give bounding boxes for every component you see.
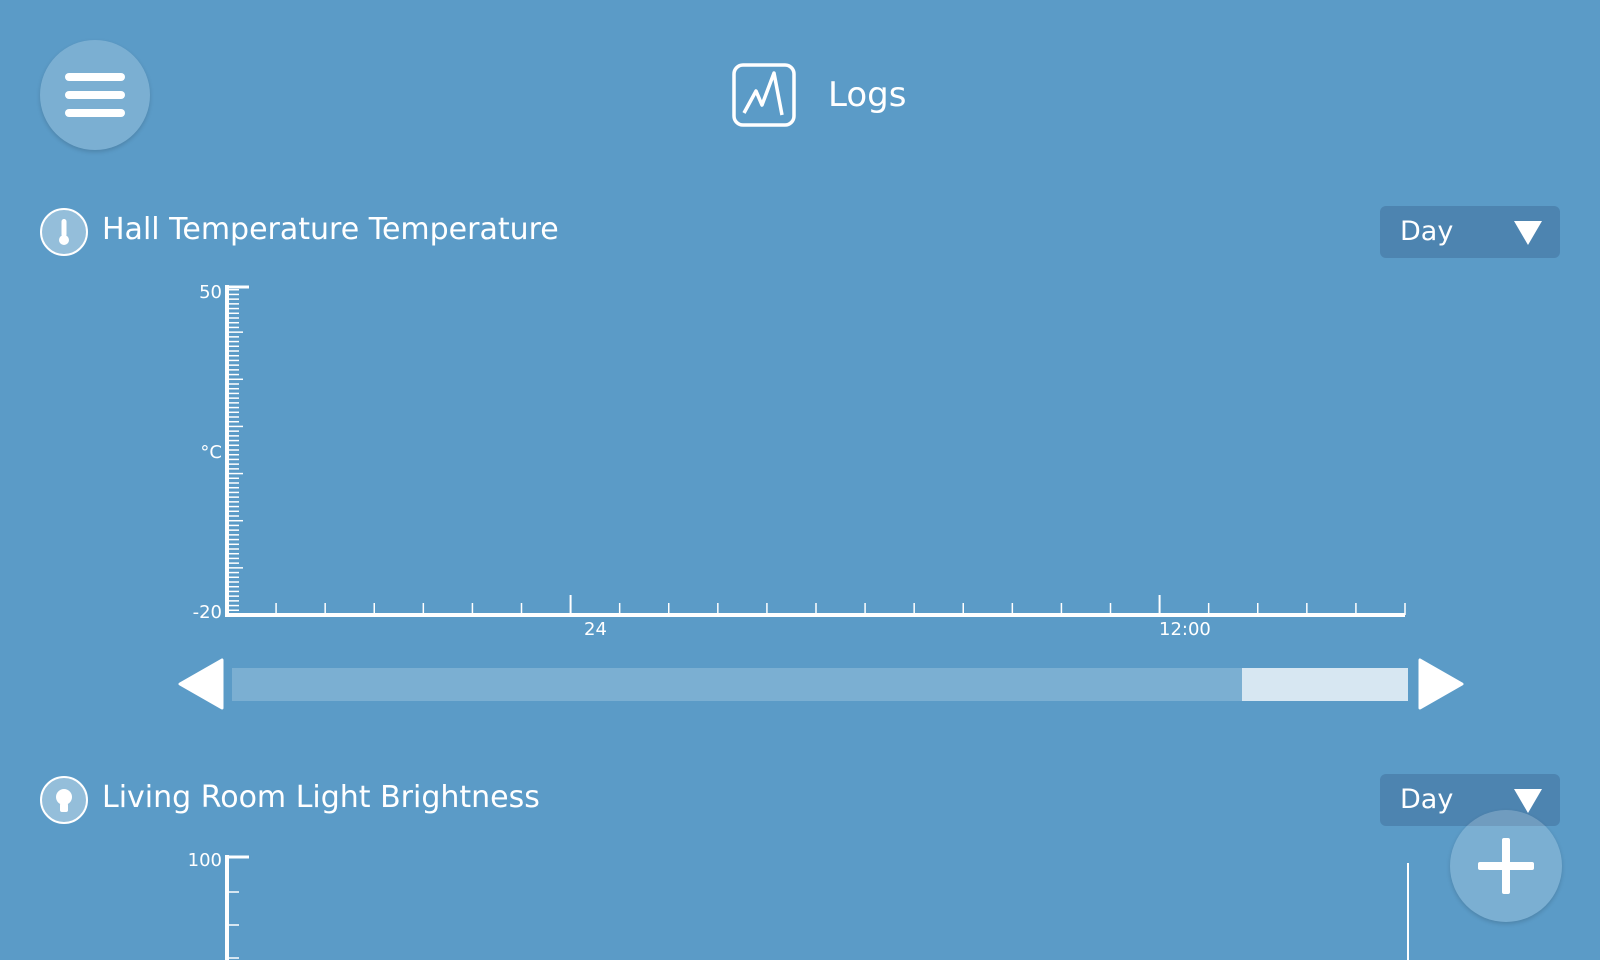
x-tick-label: 24: [584, 619, 607, 640]
period-select[interactable]: Day: [1380, 206, 1560, 258]
period-select-value: Day: [1400, 216, 1454, 247]
chevron-down-icon: [1514, 221, 1542, 245]
lightbulb-icon: [40, 776, 88, 824]
y-axis-max-label: 100: [187, 850, 222, 871]
period-select[interactable]: Day: [1380, 774, 1560, 826]
chart-title: Living Room Light Brightness: [102, 780, 540, 815]
y-axis-min-label: -20: [192, 602, 222, 623]
chart-title: Hall Temperature Temperature: [102, 212, 559, 247]
y-axis-max-label: 50: [199, 282, 222, 303]
add-button[interactable]: [1450, 810, 1562, 922]
x-tick-label: 12:00: [1159, 619, 1211, 640]
time-scrollbar[interactable]: [232, 668, 1408, 701]
scroll-right-button[interactable]: [1418, 658, 1464, 710]
hamburger-menu-icon: [65, 73, 125, 117]
page-title: Logs: [828, 75, 907, 115]
brightness-chart: [225, 855, 1409, 960]
plus-icon: [1478, 838, 1534, 894]
menu-button[interactable]: [40, 40, 150, 150]
y-axis-unit-label: °C: [200, 442, 222, 463]
period-select-value: Day: [1400, 784, 1454, 815]
thermometer-icon: [40, 208, 88, 256]
scrollbar-thumb[interactable]: [1242, 668, 1408, 701]
chevron-down-icon: [1514, 789, 1542, 813]
scroll-left-button[interactable]: [178, 658, 224, 710]
chart-icon: [732, 63, 796, 127]
temperature-chart: [225, 285, 1406, 617]
